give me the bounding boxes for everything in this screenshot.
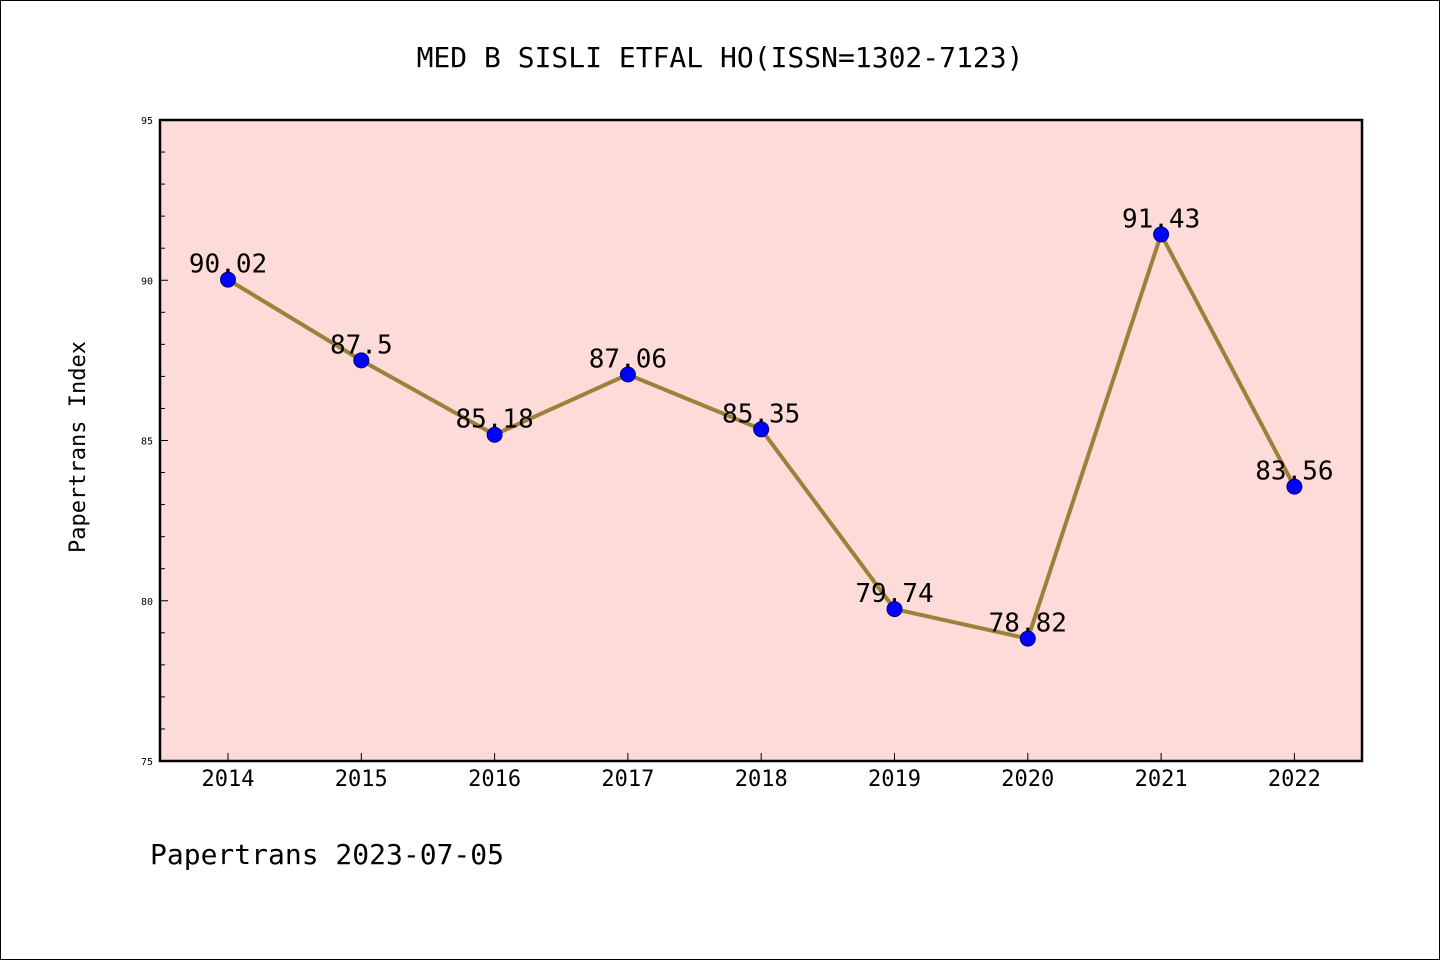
data-markers: [220, 226, 1303, 647]
x-tick-label: 2018: [735, 767, 788, 792]
data-label: 83.56: [1255, 457, 1333, 487]
footer-source-date: Papertrans 2023-07-05: [150, 838, 504, 871]
x-tick-label: 2015: [335, 767, 388, 792]
data-label: 90.02: [189, 250, 267, 280]
plot-frame: [158, 118, 1364, 763]
y-axis-label: Papertrans Index: [66, 341, 91, 553]
data-labels: 90.02 87.5 85.18 87.06 85.35 79.74 78.82 91.43 8…: [189, 204, 1334, 638]
data-label: 78.82: [989, 609, 1067, 639]
x-tick-label: 2019: [868, 767, 921, 792]
y-tick-label: 85: [141, 437, 153, 448]
data-point: [753, 421, 770, 438]
data-label: 91.43: [1122, 204, 1200, 234]
data-label: 85.18: [455, 405, 533, 435]
data-label: 87.06: [589, 344, 667, 374]
y-tick-label: 75: [141, 757, 153, 768]
data-point: [619, 366, 636, 383]
data-point: [353, 352, 370, 369]
x-tick-label: 2014: [202, 767, 255, 792]
data-point: [486, 426, 503, 443]
chart-title: MED B SISLI ETFAL HO(ISSN=1302-7123): [417, 41, 1024, 74]
x-axis: 2014 2015 2016 2017 2018 2019 2020 2021 2022: [202, 753, 1321, 792]
data-point: [1286, 478, 1303, 495]
y-tick-label: 80: [141, 597, 153, 608]
data-label: 87.5: [330, 330, 393, 360]
data-point: [886, 601, 903, 618]
data-label: 79.74: [855, 579, 933, 609]
data-point: [1153, 226, 1170, 243]
x-tick-label: 2021: [1135, 767, 1188, 792]
x-tick-label: 2020: [1001, 767, 1054, 792]
x-tick-label: 2022: [1268, 767, 1321, 792]
x-tick-label: 2017: [601, 767, 654, 792]
data-point: [220, 271, 236, 288]
x-tick-label: 2016: [468, 767, 521, 792]
y-tick-label: 90: [141, 276, 153, 287]
y-tick-label: 95: [141, 116, 153, 127]
data-point: [1019, 630, 1036, 647]
data-label: 85.35: [722, 399, 800, 429]
